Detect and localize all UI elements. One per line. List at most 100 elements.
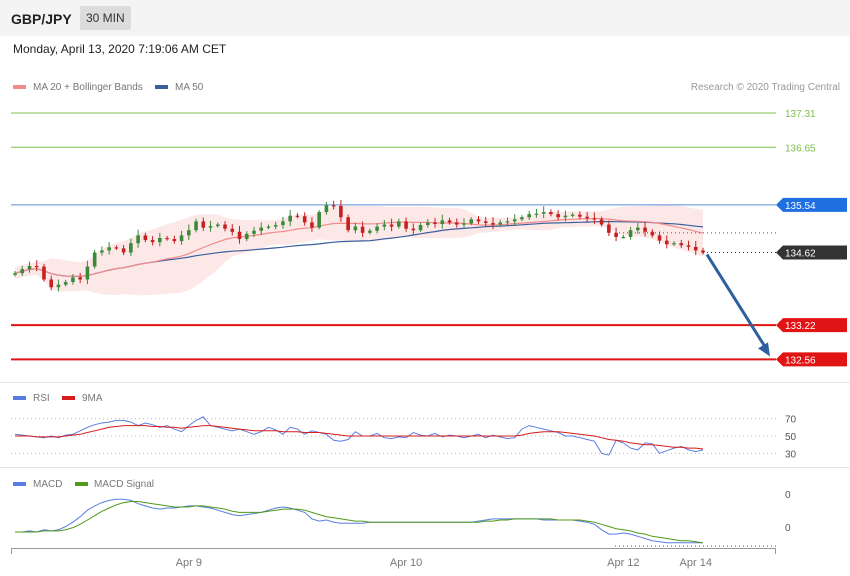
candle-body xyxy=(310,222,314,228)
candle-body xyxy=(491,222,495,225)
candle-body xyxy=(201,221,206,228)
candle-body xyxy=(281,221,285,226)
candle-body xyxy=(136,235,140,244)
candle-body xyxy=(693,246,698,251)
bollinger-band-area xyxy=(15,204,703,296)
level-tag-135.54 xyxy=(776,197,847,212)
legend-macd-signal-swatch xyxy=(75,482,88,486)
candle-body xyxy=(433,222,437,224)
legend-rsi-swatch xyxy=(13,396,26,400)
candle-body xyxy=(483,221,488,223)
candle-body xyxy=(230,228,235,232)
legend-macd-label: MACD xyxy=(33,479,62,490)
candle-body xyxy=(368,230,372,233)
candle-body xyxy=(556,214,560,218)
candle-body xyxy=(375,226,379,231)
candle-body xyxy=(657,235,662,241)
candle-body xyxy=(100,250,104,253)
rsi-ma-line xyxy=(15,425,704,450)
current-price-guide xyxy=(615,232,776,254)
candle-body xyxy=(701,250,705,253)
candle-body xyxy=(549,212,553,215)
bollinger-band xyxy=(15,204,703,296)
candle-body xyxy=(259,227,264,231)
candle-body xyxy=(150,240,155,243)
candle-body xyxy=(476,219,481,222)
legend-ma20-label: MA 20 + Bollinger Bands xyxy=(33,82,143,93)
instrument-title: GBP/JPY xyxy=(11,11,72,27)
rsi-panel: 70 50 30 xyxy=(11,415,797,460)
candle-body xyxy=(599,219,604,225)
candle-body xyxy=(512,219,517,222)
candle-body xyxy=(331,205,336,207)
candle-body xyxy=(454,222,459,225)
candle-body xyxy=(273,225,278,227)
x-tick-apr-9: Apr 9 xyxy=(176,557,202,569)
legend-rsi-label: RSI xyxy=(33,393,50,404)
candle-body xyxy=(42,266,46,280)
candle-body xyxy=(664,240,669,245)
candle-body xyxy=(469,219,474,224)
candle-body xyxy=(607,224,611,233)
candle-body xyxy=(353,226,358,231)
candle-body xyxy=(237,231,242,240)
candle-body xyxy=(621,236,626,239)
level-label-134.62: 134.62 xyxy=(785,249,816,260)
candle-body xyxy=(143,235,148,241)
legend-macd-signal-label: MACD Signal xyxy=(94,479,154,490)
macd-axis-label-0: 0 xyxy=(785,490,791,501)
candle-body xyxy=(628,230,633,237)
candle-body xyxy=(266,226,271,228)
macd-signal-line xyxy=(15,501,704,544)
x-tick-apr-14: Apr 14 xyxy=(680,557,712,569)
rsi-level-label-70: 70 xyxy=(785,415,797,426)
candle-body xyxy=(114,247,119,249)
rsi-line xyxy=(14,416,704,456)
price-level-labels: 137.31 136.65 135.54 134.62 133.22 132.56 xyxy=(776,109,847,367)
candle-body xyxy=(78,277,82,280)
candle-body xyxy=(520,217,524,220)
candle-body xyxy=(302,216,307,223)
candle-body xyxy=(418,225,423,231)
candle-body xyxy=(158,238,162,243)
candle-body xyxy=(13,273,17,275)
candle-body xyxy=(426,222,430,226)
candle-body xyxy=(56,284,61,288)
level-tag-133.22 xyxy=(776,318,847,333)
macd-panel: 00 xyxy=(15,490,791,547)
rsi-level-label-50: 50 xyxy=(785,432,797,443)
candle-body xyxy=(252,230,256,234)
candle-body xyxy=(107,247,111,251)
top-bar xyxy=(0,0,850,36)
candle-body xyxy=(49,279,54,288)
forecast-arrow xyxy=(705,253,770,357)
candle-body xyxy=(223,224,227,229)
candle-body xyxy=(71,277,75,283)
x-tick-apr-12: Apr 12 xyxy=(607,557,639,569)
timeframe-button[interactable]: 30 MIN xyxy=(80,6,131,30)
candle-body xyxy=(527,214,531,218)
candle-body xyxy=(165,238,169,240)
price-levels xyxy=(11,112,776,361)
candle-body xyxy=(672,243,676,245)
legend-macd-swatch xyxy=(13,482,26,486)
candle-body xyxy=(34,266,39,268)
level-label-133.22: 133.22 xyxy=(785,321,816,332)
candle-body xyxy=(397,221,401,227)
candle-body xyxy=(382,224,387,227)
candle-body xyxy=(614,232,618,237)
legend-ma50-label: MA 50 xyxy=(175,82,204,93)
candle-body xyxy=(592,218,597,220)
candle-body xyxy=(85,266,90,280)
candle-body xyxy=(208,226,213,228)
candle-body xyxy=(411,228,416,231)
level-tag-134.62 xyxy=(776,245,847,260)
legend-ma50-swatch xyxy=(155,85,168,89)
candle-body xyxy=(172,239,177,242)
candle-body xyxy=(346,217,350,231)
candle-body xyxy=(498,222,503,225)
level-label-135.54: 135.54 xyxy=(785,201,816,212)
candle-body xyxy=(541,212,546,214)
candle-body xyxy=(643,227,647,232)
